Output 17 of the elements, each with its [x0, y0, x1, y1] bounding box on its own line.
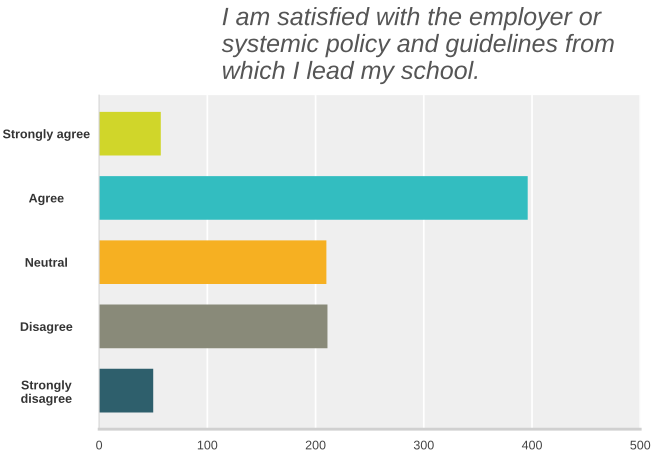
bar — [99, 368, 154, 412]
y-tick-label: Strongly agree — [2, 129, 90, 141]
bar — [99, 304, 328, 348]
x-tick-label: 0 — [96, 440, 102, 450]
x-tick-label: 500 — [630, 440, 650, 450]
x-tick-label: 100 — [198, 440, 218, 450]
y-tick-label: Strongly disagree — [21, 380, 72, 406]
x-tick-label: 200 — [306, 440, 326, 450]
y-tick-label: Neutral — [26, 258, 67, 267]
y-tick-label: Disagree — [20, 322, 72, 334]
bar — [99, 240, 326, 284]
bar — [99, 112, 161, 156]
bar — [99, 176, 528, 220]
x-tick-label: 400 — [522, 440, 542, 450]
x-tick-label: 300 — [414, 440, 434, 450]
chart-title: I am satisfied with the employer or systemic policy and guidelines from which I lead my school. — [222, 6, 614, 84]
y-tick-label: Agree — [28, 194, 64, 206]
